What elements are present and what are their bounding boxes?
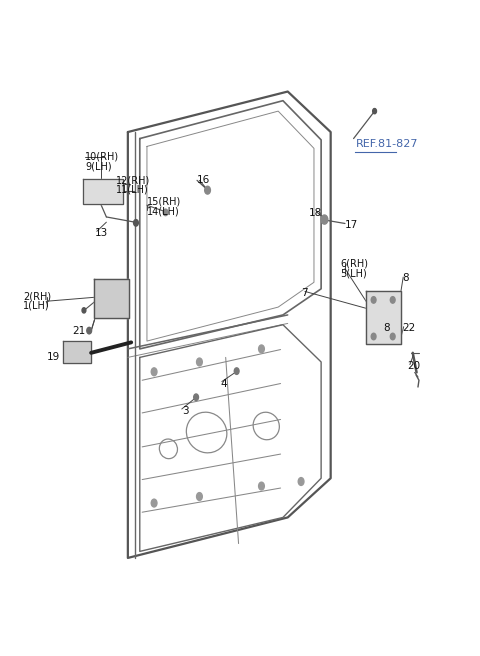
Text: 22: 22 [402, 323, 416, 333]
Text: 16: 16 [197, 175, 210, 186]
Text: 21: 21 [72, 325, 85, 336]
Polygon shape [95, 279, 129, 318]
Text: 12(RH): 12(RH) [116, 175, 150, 186]
Circle shape [194, 394, 199, 401]
Text: 5(LH): 5(LH) [340, 268, 367, 278]
Text: 15(RH): 15(RH) [147, 197, 181, 207]
Text: 6(RH): 6(RH) [340, 259, 368, 269]
Circle shape [82, 308, 86, 313]
Circle shape [197, 358, 202, 366]
Text: 4: 4 [221, 379, 228, 388]
Text: 10(RH): 10(RH) [85, 152, 119, 162]
Text: 20: 20 [407, 361, 420, 371]
Text: 14(LH): 14(LH) [147, 206, 180, 216]
Polygon shape [63, 341, 91, 363]
Text: 18: 18 [309, 208, 323, 218]
Text: 2(RH): 2(RH) [23, 292, 51, 302]
Text: 8: 8 [402, 274, 409, 283]
Circle shape [151, 368, 157, 376]
Circle shape [197, 493, 202, 501]
Circle shape [371, 297, 376, 303]
Circle shape [390, 333, 395, 340]
Circle shape [390, 297, 395, 303]
Circle shape [151, 499, 157, 507]
Polygon shape [366, 291, 401, 344]
Text: 13: 13 [95, 228, 108, 238]
Text: 7: 7 [301, 288, 308, 298]
Circle shape [298, 478, 304, 485]
Circle shape [372, 108, 376, 113]
Text: 19: 19 [47, 352, 60, 361]
Text: REF.81-827: REF.81-827 [356, 139, 418, 149]
Text: 3: 3 [182, 406, 189, 416]
Text: 17: 17 [345, 220, 358, 230]
Text: 9(LH): 9(LH) [85, 161, 111, 171]
Circle shape [321, 215, 328, 224]
Text: 11(LH): 11(LH) [116, 184, 149, 195]
Circle shape [371, 333, 376, 340]
Text: 8: 8 [383, 323, 390, 333]
Circle shape [259, 482, 264, 490]
Circle shape [87, 327, 92, 334]
Circle shape [259, 345, 264, 353]
Polygon shape [83, 179, 123, 204]
Circle shape [133, 220, 138, 226]
Circle shape [163, 209, 168, 216]
Circle shape [204, 186, 210, 194]
Circle shape [234, 368, 239, 375]
Text: 1(LH): 1(LH) [23, 301, 49, 311]
